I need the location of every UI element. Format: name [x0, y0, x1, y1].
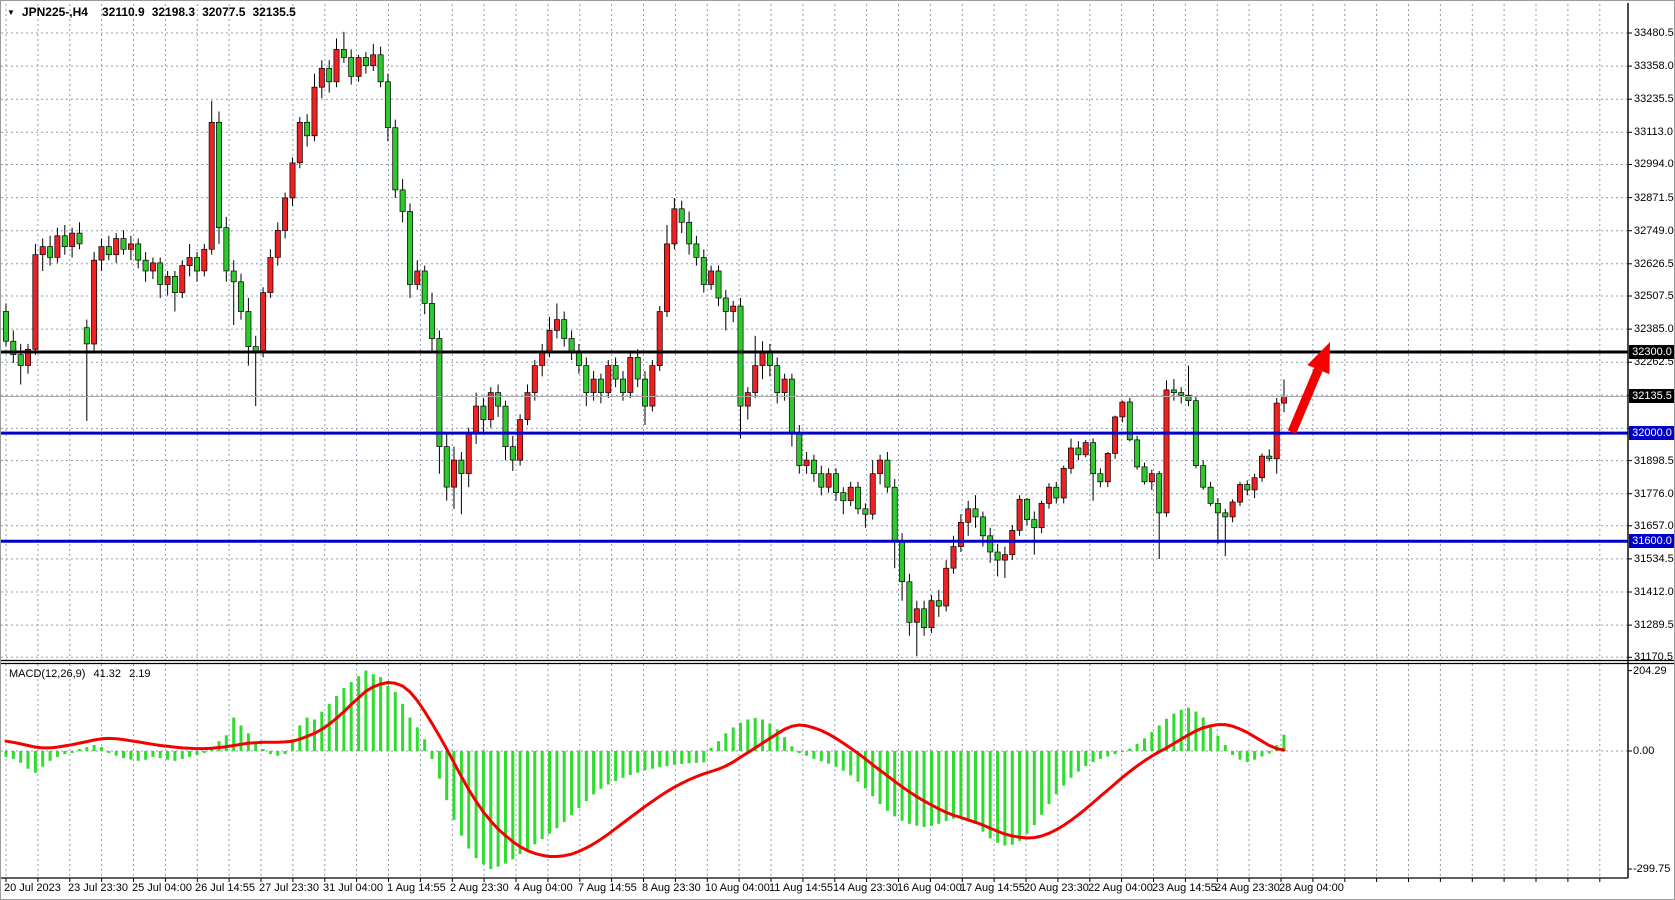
ohlc-close: 32135.5: [252, 5, 296, 19]
ohlc-low: 32077.5: [202, 5, 246, 19]
ohlc-open: 32110.9: [101, 5, 145, 19]
grid-layer: [1, 4, 1628, 878]
candles-layer: [3, 31, 1287, 657]
panel-borders: [1, 3, 1674, 882]
macd-main-value: 41.32: [93, 668, 122, 680]
up-arrow-annotation[interactable]: [1287, 342, 1330, 434]
macd-indicator-label: MACD(12,26,9) 41.32 2.19: [9, 668, 156, 680]
ohlc-high: 32198.3: [151, 5, 196, 19]
macd-signal-line: [4, 681, 1286, 858]
macd-name: MACD(12,26,9): [9, 668, 86, 680]
symbol-title: JPN225-,H4: [21, 5, 88, 19]
level-lines-layer[interactable]: [1, 350, 1628, 543]
macd-signal-value: 2.19: [129, 668, 151, 680]
symbol-dropdown-icon[interactable]: ▼: [7, 7, 15, 17]
symbol-header[interactable]: ▼ JPN225-,H4 32110.9 32198.3 32077.5 321…: [7, 5, 303, 19]
macd-histogram: [4, 670, 1286, 869]
